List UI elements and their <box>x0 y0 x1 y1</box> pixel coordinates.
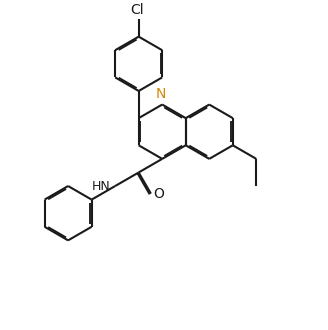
Text: HN: HN <box>92 180 110 192</box>
Text: O: O <box>154 187 165 201</box>
Text: N: N <box>156 87 166 101</box>
Text: Cl: Cl <box>131 3 144 17</box>
